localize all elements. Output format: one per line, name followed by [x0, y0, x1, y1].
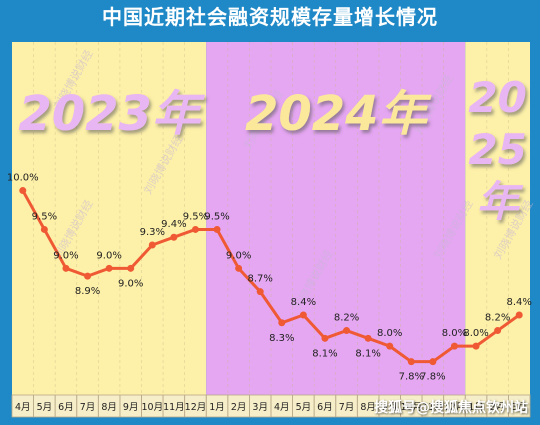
x-tick-label: 6月	[58, 402, 74, 413]
data-point	[19, 187, 27, 195]
x-tick-label: 3月	[511, 402, 527, 413]
x-tick-label: 1月	[209, 402, 225, 413]
x-tick-label: 1月	[468, 402, 484, 413]
data-label: 8.9%	[75, 286, 100, 297]
x-tick-label: 9月	[123, 402, 139, 413]
data-label: 9.3%	[140, 227, 165, 238]
x-tick-label: 4月	[274, 402, 290, 413]
data-point	[256, 288, 264, 296]
series-line	[21, 189, 521, 364]
x-tick-label: 5月	[296, 402, 312, 413]
data-label: 9.0%	[226, 250, 251, 261]
x-tick-label: 9月	[382, 402, 398, 413]
data-point	[191, 225, 199, 233]
year-label: 年	[477, 177, 524, 226]
data-label: 8.0%	[377, 328, 402, 339]
data-point	[235, 264, 243, 272]
x-tick-label: 6月	[317, 402, 333, 413]
data-point	[450, 342, 458, 350]
data-label: 8.1%	[355, 348, 380, 359]
data-label: 10.0%	[7, 173, 39, 184]
x-tick-label: 8月	[101, 402, 117, 413]
x-tick-label: 12月	[185, 402, 207, 413]
year-label: 2023年	[18, 86, 206, 142]
data-label: 8.2%	[485, 313, 510, 324]
data-label: 8.4%	[291, 297, 316, 308]
data-point	[407, 358, 415, 366]
x-tick-label: 11月	[163, 402, 185, 413]
x-tick-label: 11月	[422, 402, 444, 413]
chart-title: 中国近期社会融资规模存量增长情况	[102, 5, 438, 29]
year-label: 2024年	[245, 86, 433, 142]
data-point	[364, 334, 372, 342]
source-watermark: 搜狐号@搜狐焦点钦州站	[374, 400, 528, 416]
x-tick-label: 12月	[444, 402, 466, 413]
data-label: 9.4%	[161, 219, 186, 230]
x-tick-label: 10月	[141, 402, 163, 413]
data-label: 8.7%	[248, 274, 273, 285]
data-point	[127, 264, 135, 272]
data-label: 8.2%	[334, 313, 359, 324]
data-label: 9.5%	[204, 211, 229, 222]
x-tick-label: 8月	[360, 402, 376, 413]
x-axis: 4月 5月 6月 7月 8月 9月 10月 11月 12月 1月 2月 3月 4月 5月 6月 7月 8月 9月 1…	[11, 394, 531, 418]
x-tick-label: 2月	[490, 402, 506, 413]
data-point	[213, 225, 221, 233]
data-point	[170, 233, 178, 241]
year-label: 25	[468, 125, 526, 174]
data-point	[429, 358, 437, 366]
x-tick-label: 7月	[339, 402, 355, 413]
data-label: 8.0%	[463, 328, 488, 339]
data-point	[278, 319, 286, 327]
x-tick-cell	[508, 394, 531, 418]
data-label: 8.1%	[312, 348, 337, 359]
data-point	[472, 342, 480, 350]
data-point	[386, 342, 394, 350]
data-label: 7.8%	[399, 372, 424, 383]
x-tick-label: 3月	[252, 402, 268, 413]
data-label: 7.8%	[420, 372, 445, 383]
data-label: 8.3%	[269, 333, 294, 344]
data-point	[40, 225, 48, 233]
x-tick-label: 2月	[231, 402, 247, 413]
data-point	[343, 327, 351, 335]
data-point	[62, 264, 70, 272]
data-label: 9.0%	[53, 250, 78, 261]
x-tick-label: 4月	[15, 402, 31, 413]
data-point	[299, 311, 307, 319]
data-point	[148, 241, 156, 249]
year-panel	[465, 42, 530, 415]
data-label: 9.0%	[118, 278, 143, 289]
data-point	[105, 264, 113, 272]
year-panels	[12, 42, 530, 415]
data-point	[84, 272, 92, 280]
data-point	[321, 334, 329, 342]
data-label: 9.5%	[183, 211, 208, 222]
data-point	[515, 311, 523, 319]
x-tick-label: 7月	[80, 402, 96, 413]
x-tick-label: 10月	[400, 402, 422, 413]
year-label: 20	[468, 73, 526, 122]
data-point	[494, 327, 502, 335]
data-label: 8.0%	[442, 328, 467, 339]
data-label: 9.0%	[96, 250, 121, 261]
x-tick-label: 5月	[37, 402, 53, 413]
data-label: 9.5%	[32, 211, 57, 222]
data-label: 8.4%	[507, 297, 532, 308]
line-layer: 10.0%9.5%9.0%8.9%9.0%9.0%9.3%9.4%9.5%9.5…	[7, 173, 532, 383]
